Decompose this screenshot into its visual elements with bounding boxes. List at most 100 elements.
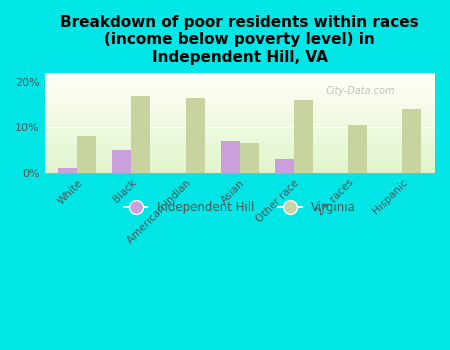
- Title: Breakdown of poor residents within races
(income below poverty level) in
Indepen: Breakdown of poor residents within races…: [60, 15, 419, 65]
- Bar: [45, 79, 435, 80]
- Bar: [77, 136, 96, 173]
- Bar: [45, 98, 435, 99]
- Bar: [45, 124, 435, 125]
- Bar: [240, 143, 259, 173]
- Bar: [45, 83, 435, 84]
- Bar: [45, 167, 435, 168]
- Bar: [45, 164, 435, 165]
- Bar: [45, 128, 435, 129]
- Bar: [275, 159, 294, 173]
- Bar: [45, 75, 435, 76]
- Bar: [45, 145, 435, 146]
- Bar: [45, 155, 435, 156]
- Bar: [45, 153, 435, 154]
- Bar: [45, 127, 435, 128]
- Bar: [45, 112, 435, 113]
- Bar: [348, 125, 367, 173]
- Bar: [45, 80, 435, 81]
- Bar: [45, 73, 435, 74]
- Bar: [45, 148, 435, 149]
- Bar: [45, 101, 435, 102]
- Bar: [45, 103, 435, 104]
- Bar: [45, 93, 435, 94]
- Bar: [45, 109, 435, 110]
- Bar: [45, 159, 435, 160]
- Bar: [45, 97, 435, 98]
- Bar: [45, 74, 435, 75]
- Bar: [45, 140, 435, 141]
- Bar: [45, 90, 435, 91]
- Bar: [45, 131, 435, 132]
- Bar: [45, 169, 435, 170]
- Bar: [45, 143, 435, 144]
- Bar: [45, 116, 435, 117]
- Bar: [45, 157, 435, 158]
- Bar: [45, 156, 435, 157]
- Bar: [45, 89, 435, 90]
- Bar: [45, 110, 435, 111]
- Bar: [45, 114, 435, 115]
- Text: City-Data.com: City-Data.com: [326, 86, 395, 96]
- Bar: [45, 161, 435, 162]
- Bar: [45, 122, 435, 123]
- Bar: [45, 92, 435, 93]
- Bar: [45, 100, 435, 101]
- Bar: [45, 132, 435, 133]
- Bar: [45, 138, 435, 139]
- Bar: [45, 102, 435, 103]
- Bar: [45, 146, 435, 147]
- Bar: [45, 117, 435, 118]
- Bar: [45, 129, 435, 130]
- Bar: [45, 106, 435, 107]
- Bar: [45, 77, 435, 78]
- Bar: [45, 151, 435, 152]
- Bar: [45, 152, 435, 153]
- Bar: [45, 162, 435, 163]
- Bar: [45, 107, 435, 108]
- Bar: [221, 141, 240, 173]
- Bar: [131, 96, 150, 173]
- Bar: [45, 84, 435, 85]
- Bar: [45, 144, 435, 145]
- Bar: [45, 96, 435, 97]
- Bar: [45, 120, 435, 121]
- Bar: [45, 142, 435, 143]
- Bar: [45, 78, 435, 79]
- Bar: [58, 168, 77, 173]
- Bar: [45, 94, 435, 95]
- Bar: [402, 109, 422, 173]
- Bar: [45, 81, 435, 82]
- Bar: [45, 113, 435, 114]
- Bar: [45, 123, 435, 124]
- Bar: [45, 76, 435, 77]
- Bar: [45, 150, 435, 151]
- Bar: [45, 166, 435, 167]
- Bar: [45, 104, 435, 105]
- Bar: [45, 86, 435, 87]
- Bar: [45, 99, 435, 100]
- Bar: [45, 108, 435, 109]
- Bar: [45, 171, 435, 172]
- Bar: [45, 170, 435, 171]
- Bar: [45, 82, 435, 83]
- Bar: [45, 85, 435, 86]
- Bar: [45, 158, 435, 159]
- Bar: [45, 91, 435, 92]
- Bar: [45, 172, 435, 173]
- Legend: Independent Hill, Virginia: Independent Hill, Virginia: [119, 196, 360, 219]
- Bar: [45, 88, 435, 89]
- Bar: [45, 126, 435, 127]
- Bar: [45, 133, 435, 134]
- Bar: [45, 147, 435, 148]
- Bar: [45, 154, 435, 155]
- Bar: [45, 136, 435, 137]
- Bar: [45, 149, 435, 150]
- Bar: [45, 111, 435, 112]
- Bar: [45, 168, 435, 169]
- Bar: [45, 95, 435, 96]
- Bar: [45, 134, 435, 135]
- Bar: [45, 135, 435, 136]
- Bar: [294, 100, 313, 173]
- Bar: [45, 130, 435, 131]
- Bar: [45, 105, 435, 106]
